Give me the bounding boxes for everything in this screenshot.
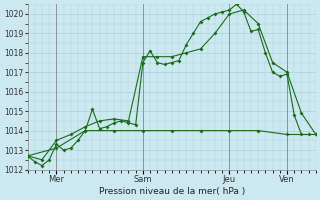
X-axis label: Pression niveau de la mer( hPa ): Pression niveau de la mer( hPa ) [99, 187, 245, 196]
